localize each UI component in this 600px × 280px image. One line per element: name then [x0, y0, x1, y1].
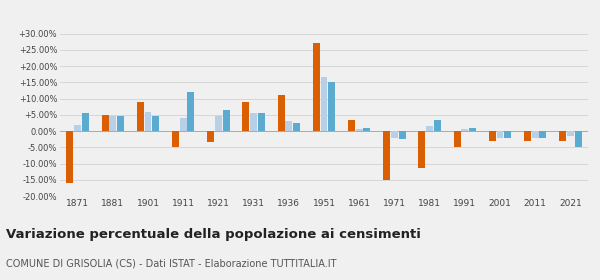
Bar — [250, 113, 257, 131]
Bar — [575, 131, 581, 147]
Bar — [356, 129, 362, 131]
Bar — [469, 128, 476, 131]
Bar — [328, 82, 335, 131]
Bar — [524, 131, 531, 141]
Bar — [383, 131, 390, 180]
Bar — [504, 131, 511, 137]
Bar — [207, 131, 214, 143]
Bar — [145, 111, 151, 131]
Bar — [258, 113, 265, 131]
Bar — [313, 43, 320, 131]
Bar — [348, 120, 355, 131]
Bar — [109, 116, 116, 131]
Bar — [567, 131, 574, 136]
Bar — [391, 131, 398, 137]
Bar — [152, 116, 159, 131]
Bar — [286, 121, 292, 131]
Bar — [426, 126, 433, 131]
Bar — [320, 78, 328, 131]
Bar — [223, 110, 230, 131]
Bar — [559, 131, 566, 141]
Bar — [101, 115, 109, 131]
Bar — [137, 102, 144, 131]
Bar — [67, 131, 73, 183]
Bar — [215, 116, 222, 131]
Bar — [418, 131, 425, 168]
Bar — [454, 131, 461, 147]
Text: COMUNE DI GRISOLIA (CS) - Dati ISTAT - Elaborazione TUTTITALIA.IT: COMUNE DI GRISOLIA (CS) - Dati ISTAT - E… — [6, 259, 337, 269]
Bar — [532, 131, 539, 137]
Bar — [539, 131, 547, 137]
Bar — [74, 125, 81, 131]
Bar — [278, 95, 284, 131]
Bar — [187, 92, 194, 131]
Bar — [82, 113, 89, 131]
Bar — [461, 129, 468, 131]
Bar — [180, 118, 187, 131]
Bar — [242, 102, 250, 131]
Bar — [489, 131, 496, 141]
Bar — [398, 131, 406, 139]
Bar — [172, 131, 179, 147]
Bar — [293, 123, 300, 131]
Bar — [434, 120, 441, 131]
Bar — [117, 116, 124, 131]
Text: Variazione percentuale della popolazione ai censimenti: Variazione percentuale della popolazione… — [6, 228, 421, 241]
Bar — [364, 128, 370, 131]
Bar — [497, 131, 503, 137]
